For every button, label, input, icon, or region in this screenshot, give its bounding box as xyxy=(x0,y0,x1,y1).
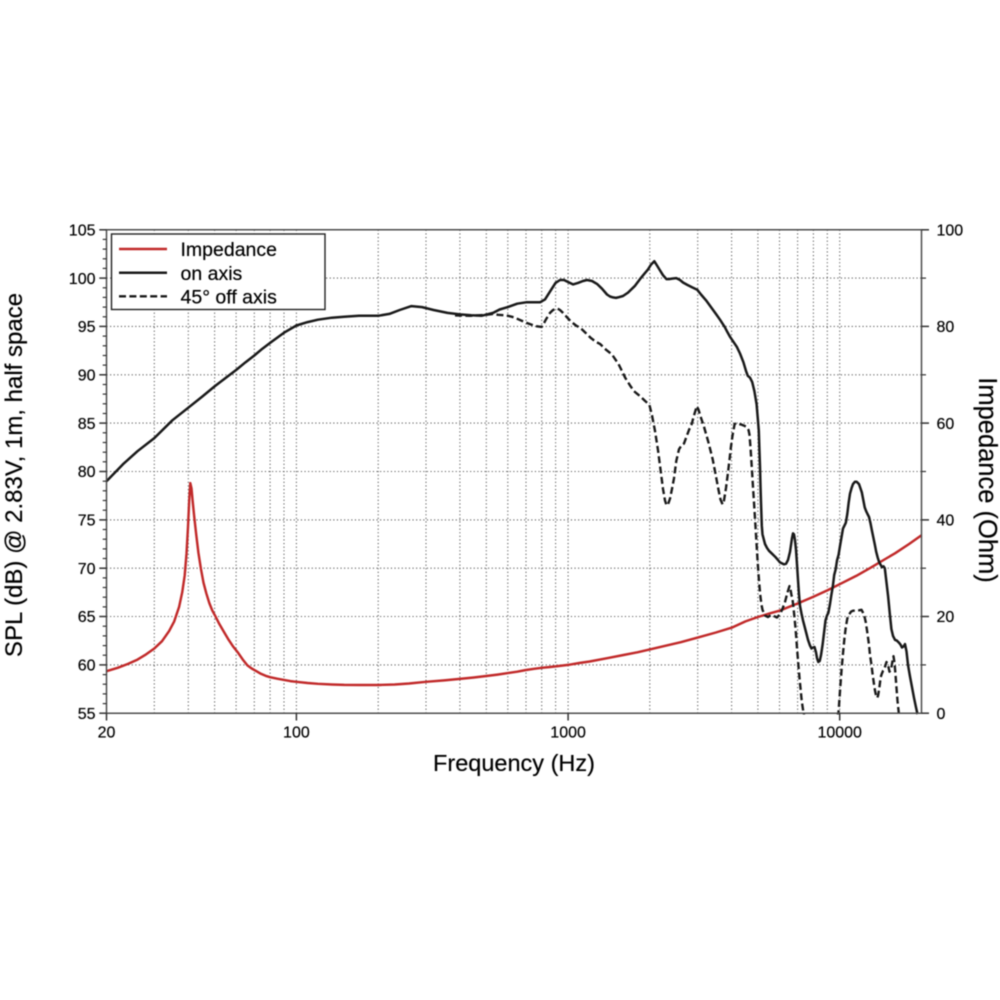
svg-text:SPL (dB) @ 2.83V, 1m, half spa: SPL (dB) @ 2.83V, 1m, half space xyxy=(1,293,28,657)
svg-text:80: 80 xyxy=(78,464,96,481)
svg-text:0: 0 xyxy=(937,706,946,723)
svg-text:10000: 10000 xyxy=(817,725,862,742)
svg-text:105: 105 xyxy=(69,222,96,239)
svg-text:1000: 1000 xyxy=(550,725,586,742)
svg-text:80: 80 xyxy=(937,319,955,336)
svg-text:100: 100 xyxy=(937,222,964,239)
svg-text:90: 90 xyxy=(78,368,96,385)
svg-text:60: 60 xyxy=(937,416,955,433)
svg-text:Frequency (Hz): Frequency (Hz) xyxy=(433,750,595,776)
svg-text:Impedance (Ohm): Impedance (Ohm) xyxy=(973,377,1000,583)
svg-text:40: 40 xyxy=(937,513,955,530)
svg-text:60: 60 xyxy=(78,658,96,675)
svg-text:45° off axis: 45° off axis xyxy=(181,286,278,308)
svg-text:20: 20 xyxy=(937,609,955,626)
svg-text:85: 85 xyxy=(78,416,96,433)
svg-text:100: 100 xyxy=(283,725,310,742)
svg-text:20: 20 xyxy=(98,725,116,742)
svg-text:55: 55 xyxy=(78,706,96,723)
svg-text:on axis: on axis xyxy=(181,263,243,285)
svg-text:65: 65 xyxy=(78,609,96,626)
svg-text:95: 95 xyxy=(78,319,96,336)
svg-text:75: 75 xyxy=(78,513,96,530)
svg-text:Impedance: Impedance xyxy=(181,239,277,261)
svg-text:70: 70 xyxy=(78,561,96,578)
svg-text:100: 100 xyxy=(69,271,96,288)
